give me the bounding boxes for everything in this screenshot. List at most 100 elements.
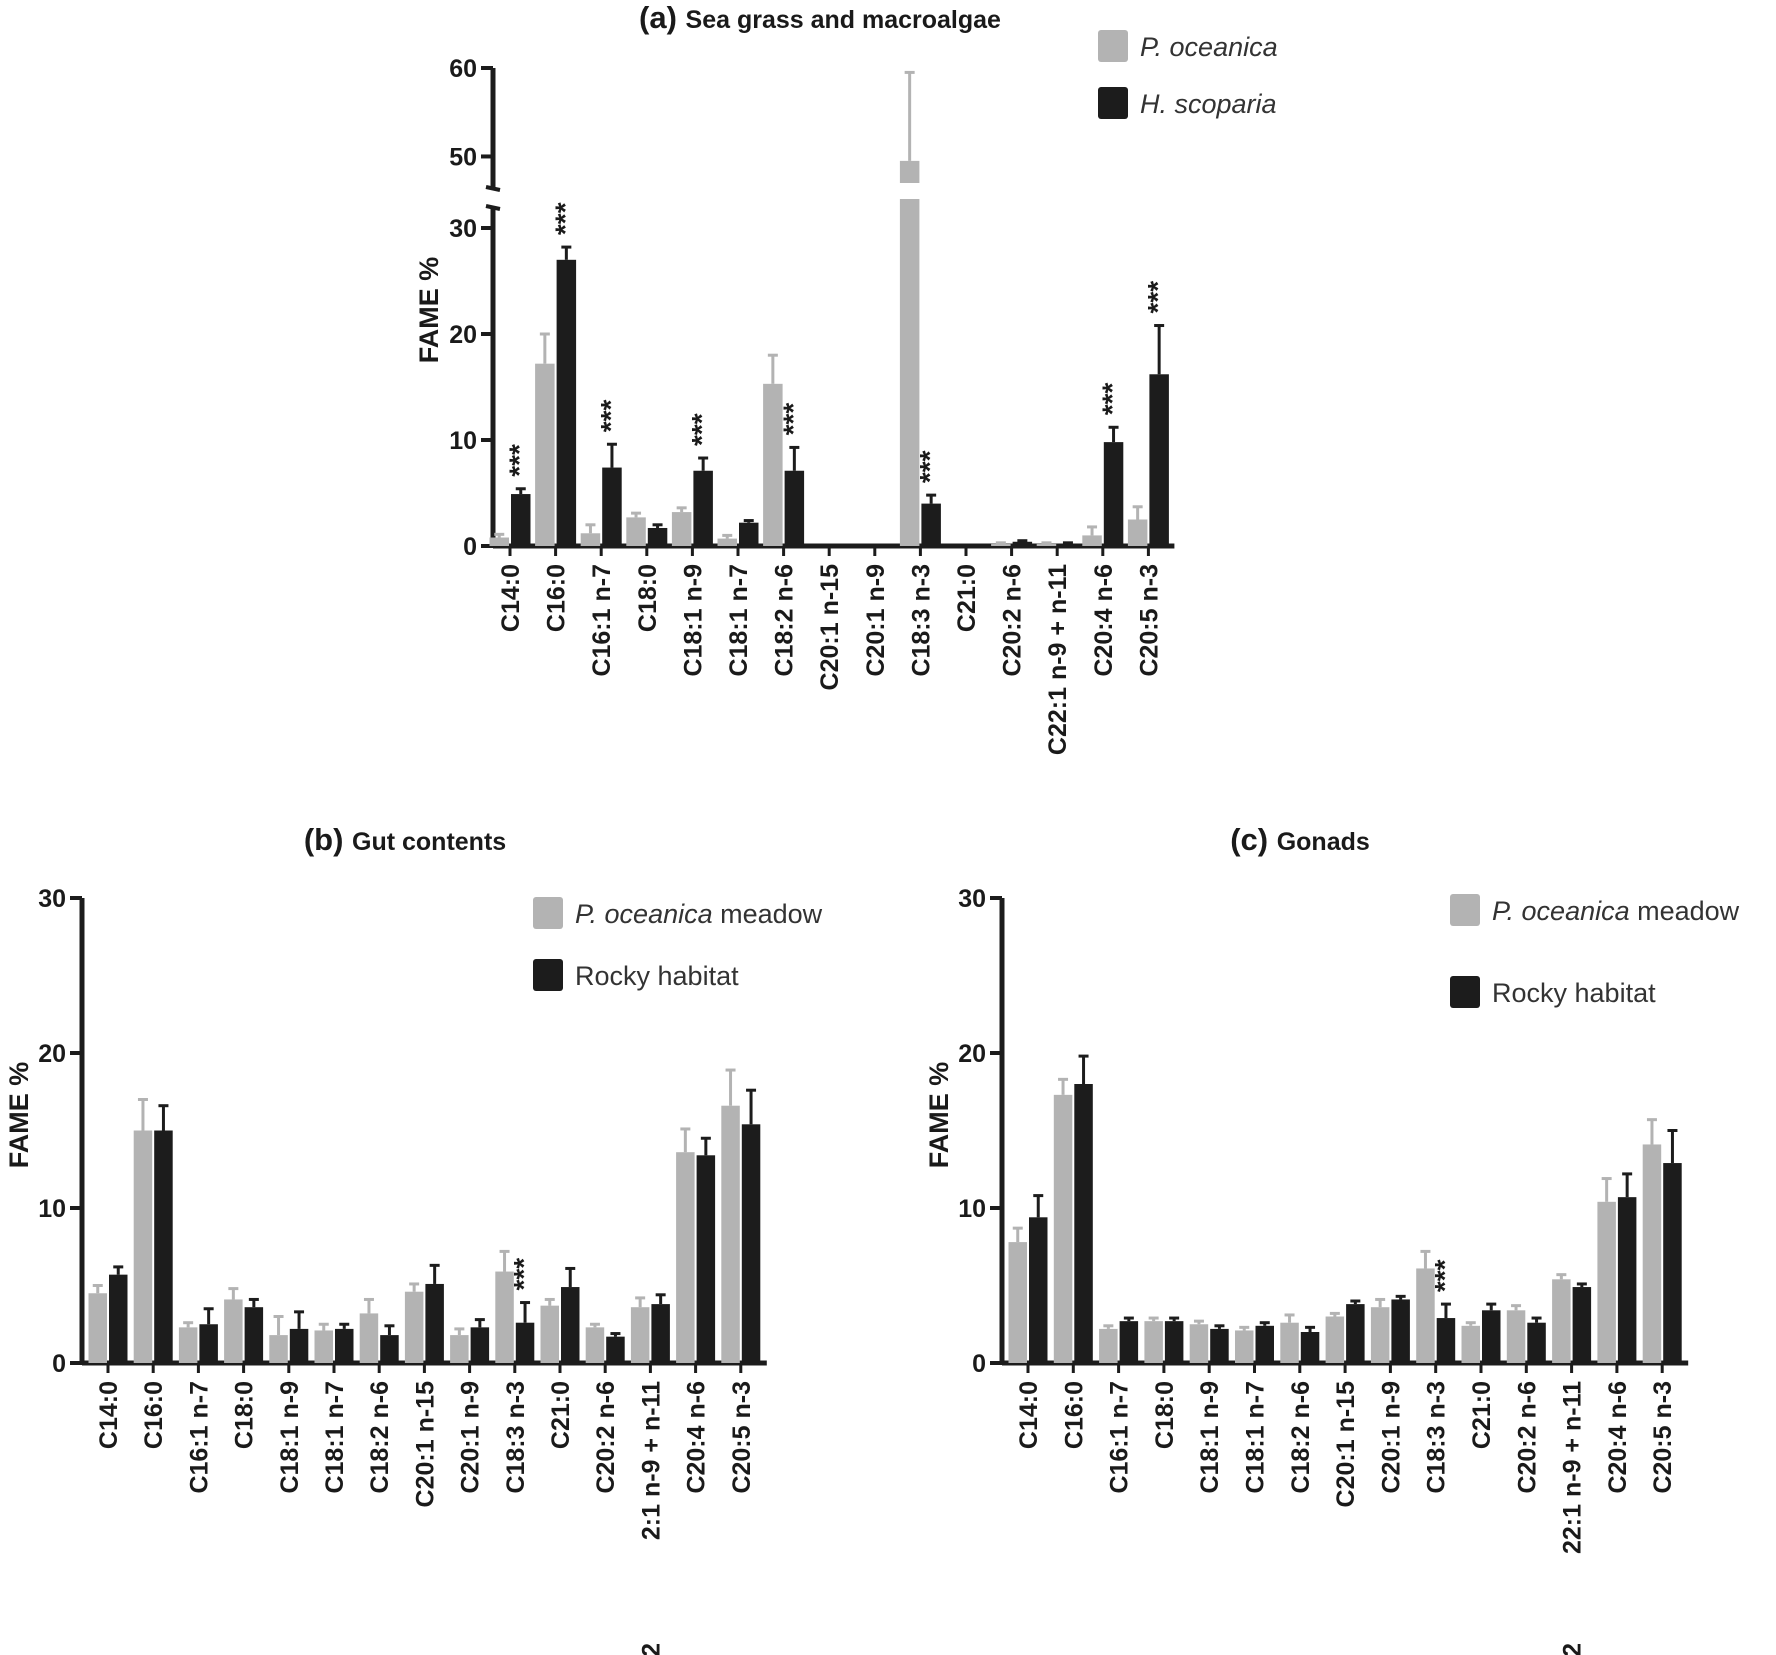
bar-b-c20-5-n-3 xyxy=(741,1124,761,1363)
legend-label-h-scoparia: H. scoparia xyxy=(1140,89,1277,119)
bar-a-c18-1-n-7 xyxy=(717,538,737,546)
bar-b-c22-1-n-9-n-11 xyxy=(1058,543,1078,546)
bar-a-c18-1-n-7 xyxy=(314,1330,333,1363)
y-tick-label: 20 xyxy=(958,1040,986,1068)
legend-swatch-p-oceanica xyxy=(1450,894,1480,926)
y-axis-label: FAME % xyxy=(4,1062,34,1169)
y-tick-label: 20 xyxy=(38,1040,66,1068)
bar-a-c22-1-n-9-n-11 xyxy=(1552,1279,1571,1363)
bar-a-c22-1-n-9-n-11 xyxy=(1036,543,1057,546)
bar-b-c16-1-n-7 xyxy=(602,467,622,546)
x-label-c20-1-n-9: C20:1 n-9 xyxy=(862,564,890,677)
x-label-c16-1-n-7: C16:1 n-7 xyxy=(185,1381,213,1494)
significance-c18-3-n-3: *** xyxy=(914,450,945,483)
x-label-c18-2-n-6: C18:2 n-6 xyxy=(1287,1381,1315,1494)
significance-c20-5-n-3: *** xyxy=(1142,281,1173,314)
axis-break-mark xyxy=(485,185,501,192)
bar-b-c16-0 xyxy=(154,1130,173,1363)
x-label-c20-5-n-3: C20:5 n-3 xyxy=(1649,1381,1677,1494)
bar-b-c20-2-n-6 xyxy=(606,1336,625,1363)
x-label-c18-0: C18:0 xyxy=(1151,1381,1179,1449)
x-label-c20-2-n-6: C20:2 n-6 xyxy=(999,564,1027,677)
bar-b-c16-0 xyxy=(556,259,577,546)
x-label-c22-1-n-9-n-11: C22:1 n-9 + n-11 xyxy=(1044,564,1072,755)
bar-a-c20-5-n-3 xyxy=(1127,519,1148,546)
legend-label-rocky-habitat: Rocky habitat xyxy=(575,961,739,991)
bar-a-c18-3-n-3 xyxy=(495,1271,514,1363)
panel-c-gonads-chart: (c) Gonads FAME % 0 10 20 30 C14:0 C16:0 C16:1 n… xyxy=(924,822,1740,1655)
bar-b-c22-1-n-9-n-11 xyxy=(651,1304,670,1363)
y-tick-label: 0 xyxy=(52,1350,66,1378)
bar-b-c18-1-n-9 xyxy=(289,1328,309,1363)
x-label-c18-2-n-6: C18:2 n-6 xyxy=(771,564,799,677)
bar-a-c20-5-n-3 xyxy=(1642,1144,1662,1363)
bar-b-c14-0 xyxy=(511,494,531,546)
bar-a-c18-1-n-7 xyxy=(1235,1330,1254,1363)
x-label-c18-1-n-7: C18:1 n-7 xyxy=(321,1381,349,1494)
x-label-c18-0: C18:0 xyxy=(634,564,662,632)
y-axis-label: FAME % xyxy=(924,1062,954,1169)
x-label-c22-1-n-9-n-11-prefix: C2 xyxy=(1559,1643,1587,1655)
bar-b-c18-1-n-9 xyxy=(1210,1328,1229,1363)
x-label-c20-5-n-3: C20:5 n-3 xyxy=(1135,564,1163,677)
axis-break-mark xyxy=(485,204,501,211)
bar-a-c14-0 xyxy=(489,537,509,546)
bar-a-c16-1-n-7 xyxy=(580,533,601,546)
bar-b-c20-4-n-6 xyxy=(696,1155,716,1363)
bar-a-c20-1-n-9 xyxy=(1370,1307,1390,1363)
bar-b-c16-0 xyxy=(1074,1084,1093,1363)
legend-label-rocky-habitat: Rocky habitat xyxy=(1492,978,1656,1008)
bar-b-c20-4-n-6 xyxy=(1617,1197,1637,1363)
bar-a-c14-0 xyxy=(1008,1242,1027,1363)
x-label-c20-2-n-6: C20:2 n-6 xyxy=(1513,1381,1541,1494)
bar-b-c18-2-n-6 xyxy=(1300,1332,1320,1363)
y-tick-label: 10 xyxy=(958,1195,986,1223)
bar-a-c20-4-n-6 xyxy=(1082,535,1102,546)
x-label-c16-1-n-7: C16:1 n-7 xyxy=(588,564,616,677)
significance-c18-2-n-6: *** xyxy=(777,403,808,436)
y-tick-label: 0 xyxy=(972,1350,986,1378)
y-axis-label: FAME % xyxy=(414,257,444,364)
x-label-c14-0: C14:0 xyxy=(1015,1381,1043,1449)
x-label-c21-0: C21:0 xyxy=(547,1381,575,1449)
x-label-c18-3-n-3: C18:3 n-3 xyxy=(502,1381,530,1494)
bar-b-c20-4-n-6 xyxy=(1103,442,1124,546)
y-tick-label: 10 xyxy=(449,427,477,455)
panel-title: (a) Sea grass and macroalgae xyxy=(639,0,1001,35)
y-tick-label: 60 xyxy=(449,55,477,83)
bar-b-c18-1-n-9 xyxy=(693,470,713,546)
bar-a-c16-0 xyxy=(133,1130,153,1363)
y-tick-label: 30 xyxy=(38,885,66,913)
bar-b-c20-1-n-9 xyxy=(470,1327,490,1363)
x-label-c18-1-n-7: C18:1 n-7 xyxy=(1242,1381,1270,1494)
bar-b-c18-2-n-6 xyxy=(784,470,805,546)
bar-a-c20-5-n-3 xyxy=(721,1105,740,1363)
bar-a-c20-2-n-6 xyxy=(1506,1310,1526,1363)
bar-b-c20-1-n-15 xyxy=(425,1283,444,1363)
bar-a-c18-1-n-9 xyxy=(671,512,692,546)
x-label-c16-0: C16:0 xyxy=(543,564,571,632)
x-label-c18-0: C18:0 xyxy=(231,1381,259,1449)
significance-c16-0: *** xyxy=(549,202,580,235)
bar-b-c21-0 xyxy=(1482,1310,1501,1363)
y-tick-label: 30 xyxy=(449,215,477,243)
bar-a-c16-0 xyxy=(1053,1094,1073,1363)
y-tick-label: 0 xyxy=(463,533,477,561)
bar-a-c20-2-n-6 xyxy=(991,543,1011,546)
bar-b-c21-0 xyxy=(561,1287,580,1363)
significance-c18-3-n-3: *** xyxy=(508,1258,539,1291)
bar-b-c16-1-n-7 xyxy=(199,1324,218,1363)
bar-b-c18-0 xyxy=(1164,1321,1184,1363)
y-tick-label: 10 xyxy=(38,1195,66,1223)
x-label-c16-0: C16:0 xyxy=(140,1381,168,1449)
bar-a-c20-1-n-9 xyxy=(450,1335,469,1363)
bar-a-c18-1-n-9 xyxy=(1189,1324,1209,1363)
x-label-c22-1-n-9-n-11-prefix: C2 xyxy=(637,1643,665,1655)
panel-a-sea-grass-chart: (a) Sea grass and macroalgae FAME % 0 10 20 3… xyxy=(414,0,1278,755)
legend-swatch-rocky-habitat xyxy=(1450,976,1480,1008)
bar-b-c18-0 xyxy=(647,527,668,546)
x-label-c20-1-n-15: C20:1 n-15 xyxy=(1332,1381,1360,1508)
bar-b-c18-3-n-3 xyxy=(1436,1318,1456,1363)
bar-a-c16-0 xyxy=(535,363,555,546)
